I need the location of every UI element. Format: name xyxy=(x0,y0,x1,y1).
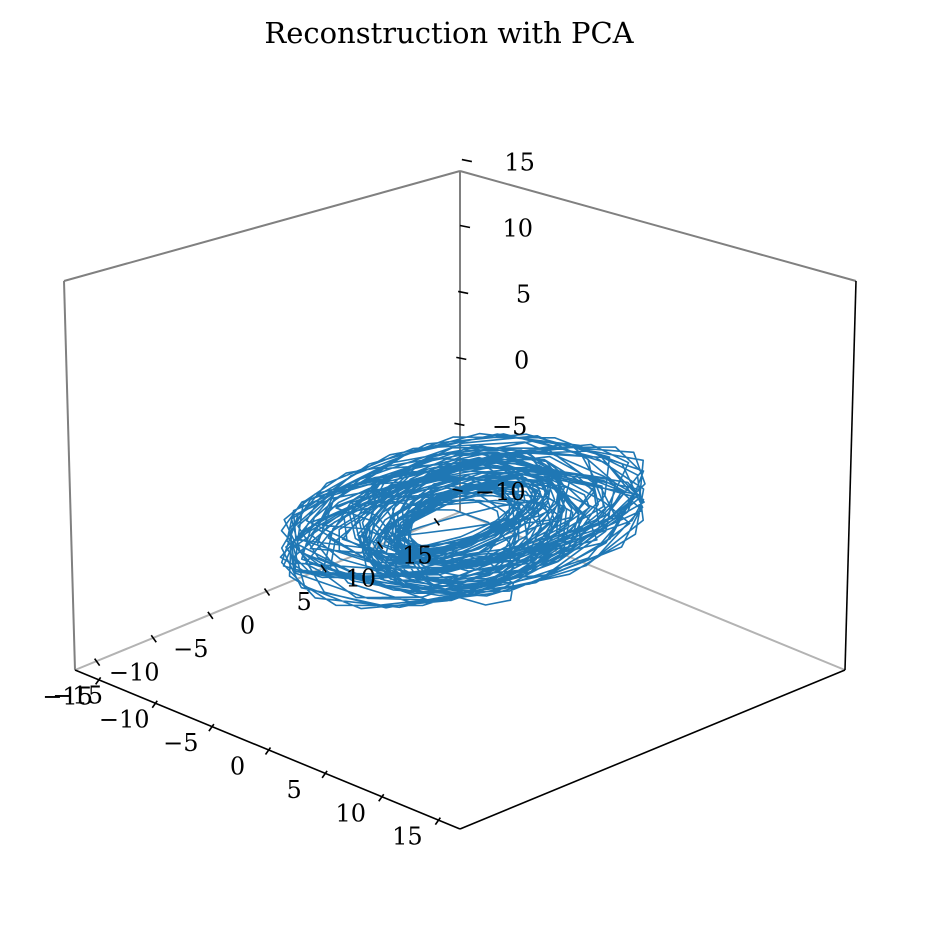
z-tick-mark xyxy=(452,488,463,493)
back-panes xyxy=(63,170,857,671)
pane-edge-left-vertical xyxy=(63,280,76,671)
x-tick-mark xyxy=(151,700,158,709)
y-tick-mark xyxy=(377,541,384,550)
y-tick-mark xyxy=(320,564,327,573)
y-tick-label: −10 xyxy=(109,658,160,686)
y-tick-label: 5 xyxy=(296,588,311,616)
x-tick-mark xyxy=(434,817,442,826)
y-tick-mark xyxy=(207,611,214,620)
y-tick-mark xyxy=(93,658,101,667)
x-axis-ticks: 15 10 5 0 −5 −10−15 xyxy=(42,676,442,851)
x-tick-label: 15 xyxy=(392,823,423,851)
pane-edge-right-top xyxy=(459,170,857,282)
y-tick-mark xyxy=(433,517,441,526)
z-axis-ticks: 15 10 5 0 −5 −10 xyxy=(452,149,535,506)
x-tick-mark xyxy=(378,793,385,802)
chart-title: Reconstruction with PCA xyxy=(264,16,634,50)
y-axis-line xyxy=(459,669,846,830)
pane-edge-left-top xyxy=(63,170,461,282)
z-tick-mark xyxy=(459,224,471,229)
y-axis-ticks: −15−10 −5 0 5 10 15 xyxy=(52,517,441,710)
y-tick-label: 0 xyxy=(240,612,255,640)
x-tick-label: 10 xyxy=(335,799,366,827)
axis-lines xyxy=(74,280,857,830)
x-tick-mark xyxy=(208,723,215,732)
z-tick-label: 5 xyxy=(516,280,531,308)
x-axis-line xyxy=(74,669,461,830)
z-tick-label: −10 xyxy=(475,478,526,506)
z-axis-line xyxy=(844,280,857,671)
z-tick-mark xyxy=(457,290,469,295)
y-tick-label: −15 xyxy=(52,682,103,710)
x-tick-label: −10 xyxy=(99,706,150,734)
x-tick-mark xyxy=(94,676,102,685)
z-tick-mark xyxy=(454,422,465,427)
x-tick-label: −15 xyxy=(42,682,93,710)
z-tick-label: 10 xyxy=(502,214,533,242)
trajectory-line-0 xyxy=(279,432,646,610)
z-tick-label: −5 xyxy=(492,412,527,440)
y-tick-mark xyxy=(263,588,271,596)
x-tick-label: 0 xyxy=(230,753,245,781)
x-tick-mark xyxy=(264,747,272,755)
z-tick-label: 0 xyxy=(514,346,529,374)
y-tick-label: 15 xyxy=(402,541,433,569)
floor-edge-right xyxy=(459,511,846,671)
z-tick-mark xyxy=(456,356,467,361)
x-tick-label: 5 xyxy=(286,776,301,804)
trajectory-layer xyxy=(279,432,646,610)
y-tick-mark xyxy=(150,634,157,643)
z-tick-label: 15 xyxy=(504,149,535,177)
y-tick-label: −5 xyxy=(173,635,208,663)
x-tick-mark xyxy=(321,770,328,779)
z-tick-mark xyxy=(461,158,473,163)
y-tick-label: 10 xyxy=(345,565,376,593)
x-tick-label: −5 xyxy=(163,729,198,757)
